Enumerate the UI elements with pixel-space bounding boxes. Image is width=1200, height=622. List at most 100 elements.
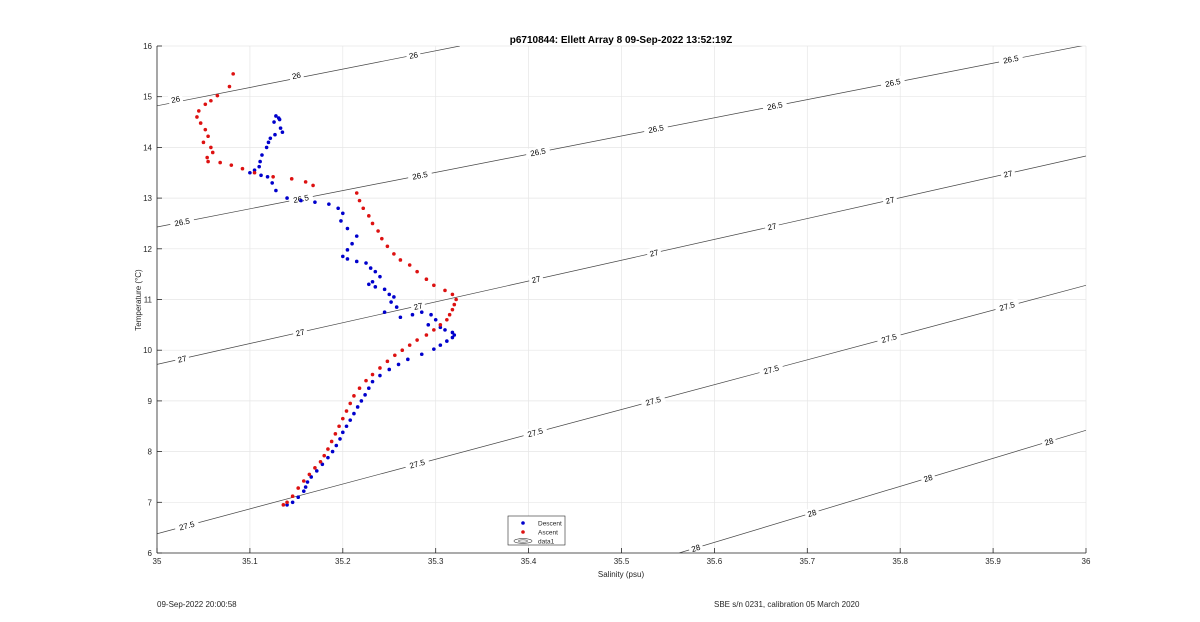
point-ascent: [344, 409, 349, 413]
isopycnal-label-text: 27.5: [409, 458, 427, 471]
isopycnal-label-text: 26: [170, 94, 181, 105]
isopycnal-label-text: 27: [295, 327, 306, 338]
isopycnal-label-bg: [882, 193, 898, 207]
point-ascent: [307, 472, 312, 477]
legend-marker-descent: [521, 521, 525, 525]
point-descent: [265, 175, 270, 179]
point-descent: [355, 405, 360, 409]
series-descent: [248, 114, 457, 507]
isopycnal-label-text: 27.5: [527, 426, 545, 439]
point-descent: [354, 259, 359, 264]
isopycnal-label-26.5: 26.5: [525, 144, 551, 160]
y-tick-label: 14: [143, 143, 152, 152]
isopycnal-label-text: 27: [413, 301, 424, 312]
point-descent: [398, 315, 403, 320]
isopycnal-label-26.5: 26.5: [169, 214, 195, 230]
isopycnal-label-27.5: 27.5: [994, 298, 1020, 315]
point-descent: [370, 279, 375, 284]
point-descent: [338, 437, 342, 441]
point-ascent: [400, 348, 405, 353]
x-tick-label: 35.9: [985, 557, 1001, 566]
legend-label-ascent: Ascent: [538, 530, 558, 537]
point-ascent: [285, 500, 289, 505]
x-tick-label: 35.6: [707, 557, 723, 566]
point-ascent: [361, 206, 366, 211]
point-descent: [443, 328, 447, 332]
point-descent: [273, 132, 277, 137]
isopycnal-label-bg: [404, 455, 431, 472]
point-ascent: [215, 93, 220, 98]
point-ascent: [392, 252, 396, 256]
point-descent: [432, 347, 436, 351]
isopycnal-label-27: 27: [292, 326, 308, 339]
isopycnal-label-26.5: 26.5: [998, 51, 1024, 67]
point-ascent: [337, 424, 341, 429]
legend: Descent Ascent data1: [507, 515, 566, 546]
point-ascent: [206, 159, 210, 164]
point-ascent: [203, 102, 208, 107]
point-descent: [396, 362, 401, 367]
chart-title: p6710844: Ellett Array 8 09-Sep-2022 13:…: [510, 35, 733, 46]
point-ascent: [290, 494, 295, 499]
point-descent: [387, 367, 392, 372]
isopycnal-label-bg: [407, 168, 433, 183]
x-tick-label: 35.5: [614, 557, 630, 566]
isopycnal-label-text: 28: [923, 473, 935, 484]
point-descent: [341, 430, 345, 435]
isopycnal-label-text: 26.5: [529, 146, 547, 158]
isopycnal-label-text: 28: [690, 543, 702, 554]
point-descent: [344, 424, 349, 429]
isopycnal-label-28: 28: [803, 506, 821, 520]
point-ascent: [352, 394, 356, 398]
point-ascent: [197, 109, 201, 113]
isopycnal-label-bg: [1040, 434, 1057, 449]
isopycnal-label-bg: [643, 121, 669, 136]
isopycnal-label-text: 26.5: [884, 77, 902, 89]
legend-label-descent: Descent: [538, 521, 562, 528]
point-descent: [259, 173, 263, 178]
point-descent: [410, 312, 415, 317]
point-descent: [438, 343, 443, 347]
legend-label-data1: data1: [538, 539, 555, 546]
point-descent: [305, 480, 310, 484]
isopycnal-label-bg: [173, 517, 200, 534]
point-descent: [450, 335, 455, 340]
point-ascent: [348, 401, 353, 406]
point-descent: [274, 114, 278, 118]
isopycnal-label-text: 26: [408, 50, 419, 61]
x-tick-label: 36: [1082, 557, 1091, 566]
isopycnal-label-text: 26.5: [174, 216, 192, 228]
point-descent: [382, 310, 387, 314]
isopycnal-label-26: 26: [167, 92, 184, 106]
point-ascent: [407, 343, 412, 347]
point-descent: [334, 443, 339, 448]
isopycnal-label-26.5: 26.5: [288, 191, 314, 206]
isopycnal-label-bg: [1000, 167, 1016, 181]
point-descent: [354, 234, 359, 238]
point-ascent: [311, 183, 315, 188]
isopycnal-label-27: 27: [528, 272, 544, 286]
point-descent: [296, 495, 301, 500]
point-descent: [438, 325, 443, 330]
isopycnal-label-bg: [174, 352, 191, 366]
isopycnal-label-27: 27: [882, 193, 898, 207]
x-tick-label: 35.8: [892, 557, 908, 566]
isopycnal-28: [678, 429, 1086, 553]
point-descent: [301, 489, 306, 493]
isopycnal-27: [157, 155, 1086, 365]
point-descent: [426, 323, 431, 327]
point-descent: [330, 449, 335, 454]
x-tick-label: 35.2: [335, 557, 351, 566]
point-ascent: [378, 366, 382, 370]
isopycnal-label-27: 27: [410, 299, 426, 313]
point-ascent: [443, 288, 447, 293]
point-descent: [280, 130, 285, 134]
point-descent: [339, 219, 343, 223]
y-tick-label: 6: [148, 549, 153, 558]
point-ascent: [326, 447, 330, 451]
point-descent: [285, 196, 289, 200]
point-ascent: [329, 439, 334, 444]
data-series: [195, 72, 458, 507]
point-descent: [309, 475, 314, 479]
